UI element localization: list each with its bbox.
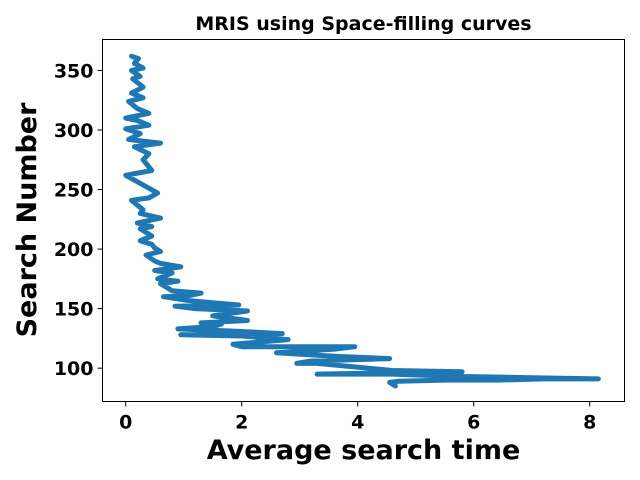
y-tick-label: 250 — [54, 180, 94, 202]
y-tick-label: 350 — [54, 60, 94, 82]
y-tick-label: 300 — [54, 120, 94, 142]
x-tick-label: 4 — [351, 412, 364, 434]
x-tick-label: 6 — [467, 412, 480, 434]
x-axis-label: Average search time — [207, 435, 521, 466]
axes-frame — [102, 39, 625, 402]
x-axis: 0 2 4 6 8 — [119, 401, 596, 434]
y-tick-label: 150 — [54, 299, 94, 321]
x-tick-label: 2 — [235, 412, 248, 434]
chart-title: MRIS using Space-filling curves — [195, 13, 531, 35]
y-tick-label: 100 — [54, 358, 94, 380]
y-tick-label: 200 — [54, 239, 94, 261]
series-line-0 — [123, 53, 601, 389]
x-tick-label: 0 — [119, 412, 132, 434]
x-tick-label: 8 — [583, 412, 596, 434]
plot-area — [123, 53, 601, 389]
y-axis-label: Search Number — [12, 102, 43, 338]
y-axis: 100 150 200 250 300 350 — [54, 60, 103, 380]
